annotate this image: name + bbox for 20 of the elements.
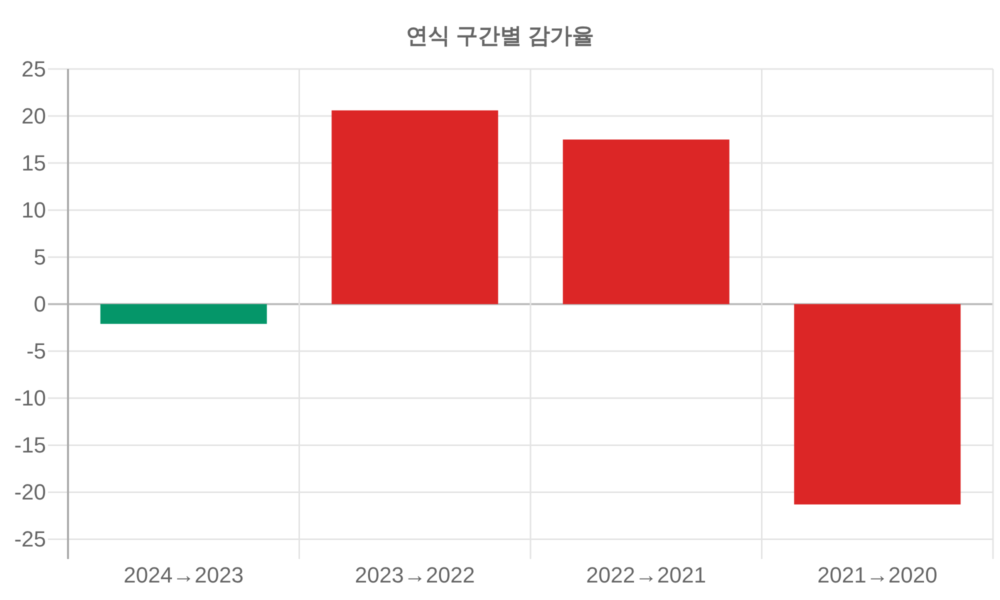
y-tick-label: 5 [34,244,46,270]
y-tick-label: 20 [22,104,46,129]
bar [100,304,267,324]
y-tick-label: 25 [22,56,46,82]
y-tick-label: -10 [14,386,46,411]
x-tick-label: 2021→2020 [817,562,938,588]
bar [794,304,961,504]
y-tick-label: -5 [26,338,46,364]
bar [562,140,730,304]
bar [332,110,498,304]
y-tick-label: 10 [22,198,46,223]
x-tick-label: 2022→2021 [586,562,706,588]
x-tick-label: 2023→2022 [354,562,475,588]
chart-title: 연식 구간별 감가율 [406,22,594,48]
y-tick-label: -25 [14,526,46,552]
y-tick-label: -20 [14,480,46,505]
x-tick-label: 2024→2023 [124,562,244,588]
y-tick-label: -15 [14,432,46,458]
y-tick-label: 0 [34,292,46,317]
y-tick-label: 15 [22,150,46,176]
